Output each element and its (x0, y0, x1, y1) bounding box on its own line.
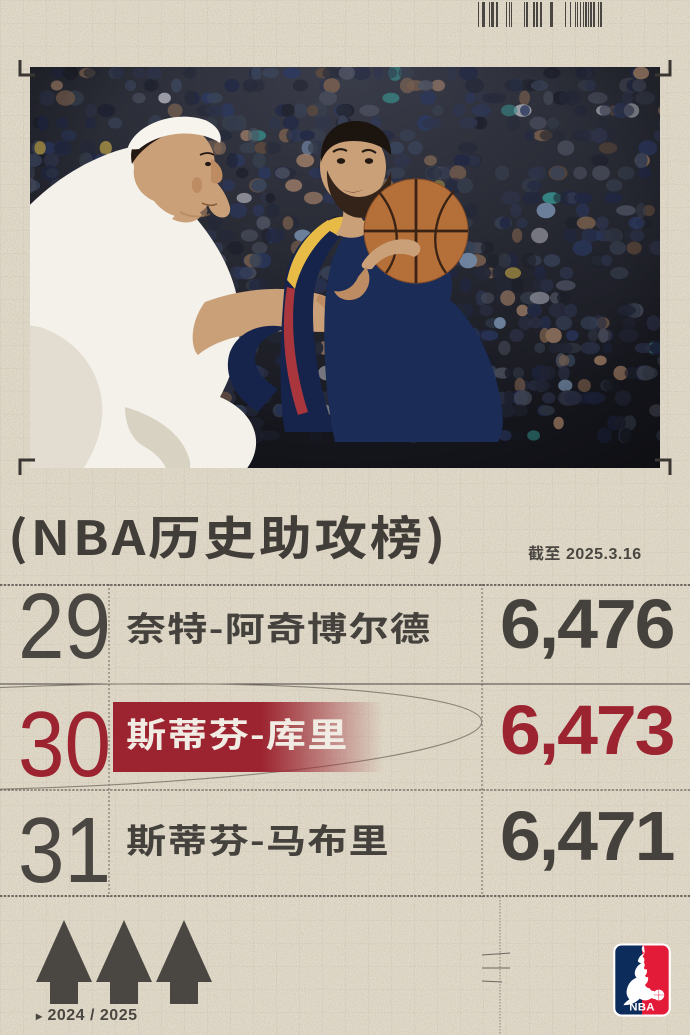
svg-text:NBA: NBA (629, 1002, 655, 1014)
